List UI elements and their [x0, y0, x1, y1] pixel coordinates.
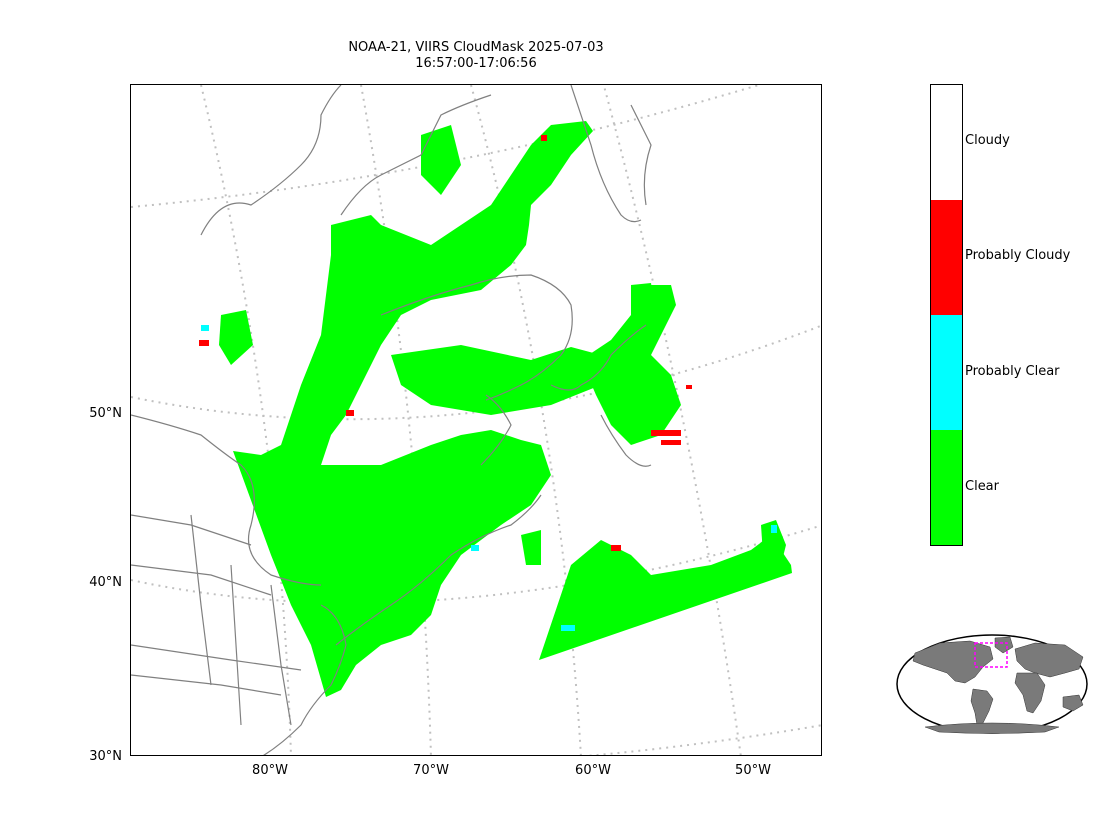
legend-label-probably-cloudy: Probably Cloudy — [965, 248, 1071, 263]
probably-cloudy-specks — [199, 135, 692, 551]
legend-label-cloudy: Cloudy — [965, 133, 1010, 148]
colorbar-probably-cloudy — [931, 200, 962, 315]
coastlines — [131, 85, 652, 755]
legend-label-clear: Clear — [965, 479, 999, 494]
inset-region-box — [974, 642, 1008, 668]
probably-clear-specks — [201, 325, 777, 631]
graticule — [131, 85, 821, 755]
lat-label-30n: 30°N — [89, 749, 122, 764]
colorbar-cloudy — [931, 85, 962, 200]
lon-label-80w: 80°W — [252, 763, 288, 778]
map-canvas — [131, 85, 821, 755]
lon-label-70w: 70°W — [413, 763, 449, 778]
legend-label-probably-clear: Probably Clear — [965, 364, 1060, 379]
colorbar-clear — [931, 430, 962, 545]
lon-label-50w: 50°W — [735, 763, 771, 778]
lon-label-60w: 60°W — [575, 763, 611, 778]
lat-label-40n: 40°N — [89, 575, 122, 590]
lat-label-50n: 50°N — [89, 406, 122, 421]
colorbar — [930, 84, 963, 546]
clear-swath — [219, 121, 792, 697]
colorbar-probably-clear — [931, 315, 962, 430]
world-overview-globe-icon — [896, 634, 1088, 734]
title-line-1: NOAA-21, VIIRS CloudMask 2025-07-03 — [348, 40, 604, 55]
title-line-2: 16:57:00-17:06:56 — [415, 56, 537, 71]
plot-title: NOAA-21, VIIRS CloudMask 2025-07-03 16:5… — [130, 40, 822, 72]
map-frame — [130, 84, 822, 756]
